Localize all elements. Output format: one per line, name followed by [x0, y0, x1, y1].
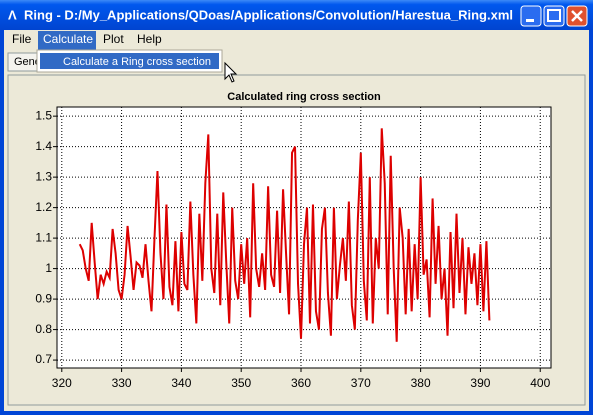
data-line: [78, 128, 491, 342]
x-tick-label: 390: [470, 376, 490, 390]
x-tick-label: 370: [351, 376, 371, 390]
x-tick-label: 330: [112, 376, 132, 390]
app-icon: Λ: [8, 7, 17, 22]
close-button[interactable]: [566, 5, 588, 27]
tab-label[interactable]: Gene: [14, 56, 41, 68]
x-tick-label: 340: [171, 376, 191, 390]
menu-label[interactable]: Help: [137, 32, 162, 46]
x-tick-label: 350: [231, 376, 251, 390]
title-bar: [0, 0, 593, 30]
y-tick-label: 0.8: [35, 322, 52, 336]
minimize-button[interactable]: [520, 5, 542, 27]
window-title: Ring - D:/My_Applications/QDoas/Applicat…: [24, 7, 513, 22]
y-tick-label: 1.4: [35, 139, 52, 153]
y-tick-label: 1: [45, 261, 52, 275]
y-tick-label: 1.2: [35, 200, 52, 214]
menu-label[interactable]: Plot: [103, 32, 124, 46]
x-tick-label: 400: [530, 376, 550, 390]
y-tick-label: 1.3: [35, 169, 52, 183]
y-tick-label: 0.9: [35, 291, 52, 305]
x-tick-label: 380: [411, 376, 431, 390]
y-tick-label: 1.1: [35, 230, 52, 244]
menu-item[interactable]: Calculate a Ring cross section: [63, 56, 211, 68]
y-tick-label: 1.5: [35, 108, 52, 122]
menu-highlight: [38, 31, 96, 50]
menu-label[interactable]: File: [12, 32, 32, 46]
chart: Calculated ring cross section 0.7 0.8 0.9 1 1…: [35, 91, 552, 390]
y-tick-label: 0.7: [35, 352, 52, 366]
cursor: [224, 61, 238, 83]
menu-item-highlight[interactable]: [40, 53, 219, 69]
x-tick-label: 320: [52, 376, 72, 390]
chart-title: Calculated ring cross section: [227, 91, 381, 103]
x-tick-label: 360: [291, 376, 311, 390]
maximize-button[interactable]: [543, 5, 565, 27]
menu-label[interactable]: Calculate: [43, 32, 93, 46]
